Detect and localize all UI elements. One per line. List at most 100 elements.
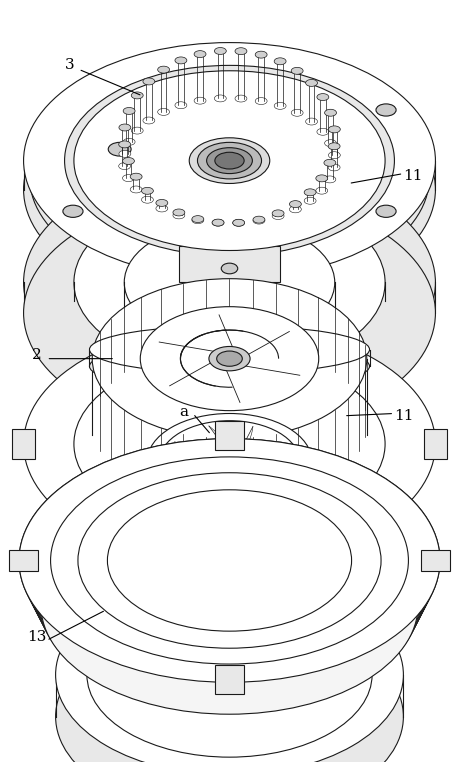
Ellipse shape: [328, 126, 340, 133]
Ellipse shape: [141, 196, 153, 203]
Ellipse shape: [74, 192, 385, 372]
Ellipse shape: [130, 173, 142, 180]
Ellipse shape: [38, 487, 421, 710]
Ellipse shape: [233, 219, 245, 226]
Ellipse shape: [119, 163, 131, 169]
Ellipse shape: [140, 307, 319, 410]
Ellipse shape: [56, 575, 403, 763]
Ellipse shape: [33, 474, 426, 702]
Ellipse shape: [235, 95, 247, 102]
Text: 11: 11: [394, 409, 413, 423]
Ellipse shape: [30, 49, 429, 273]
Ellipse shape: [119, 141, 131, 148]
Ellipse shape: [23, 72, 436, 307]
Ellipse shape: [131, 92, 143, 99]
Bar: [209, 684, 250, 709]
Ellipse shape: [192, 216, 204, 223]
Ellipse shape: [209, 346, 250, 371]
Ellipse shape: [19, 439, 440, 682]
Bar: [179, 246, 280, 282]
Ellipse shape: [217, 454, 242, 469]
Ellipse shape: [19, 439, 440, 682]
Ellipse shape: [317, 94, 329, 101]
Ellipse shape: [31, 469, 428, 700]
Ellipse shape: [317, 128, 329, 135]
Ellipse shape: [39, 491, 420, 712]
Bar: [215, 665, 244, 694]
Ellipse shape: [156, 199, 168, 206]
Ellipse shape: [173, 212, 185, 219]
Ellipse shape: [328, 143, 340, 150]
Ellipse shape: [78, 473, 381, 649]
Ellipse shape: [123, 138, 135, 145]
Ellipse shape: [290, 201, 301, 208]
Ellipse shape: [376, 205, 396, 217]
Ellipse shape: [328, 164, 340, 171]
Ellipse shape: [36, 483, 423, 707]
Ellipse shape: [158, 108, 169, 115]
Ellipse shape: [212, 219, 224, 226]
Ellipse shape: [324, 176, 336, 183]
Ellipse shape: [272, 213, 284, 220]
Ellipse shape: [255, 98, 267, 105]
Ellipse shape: [74, 354, 385, 534]
Ellipse shape: [253, 216, 265, 223]
Bar: [218, 549, 241, 579]
Ellipse shape: [316, 187, 328, 194]
Ellipse shape: [147, 414, 312, 510]
Ellipse shape: [207, 148, 252, 173]
Bar: [421, 550, 450, 571]
Ellipse shape: [29, 465, 430, 697]
Ellipse shape: [221, 263, 238, 274]
Ellipse shape: [221, 307, 238, 318]
Ellipse shape: [221, 457, 238, 466]
Ellipse shape: [119, 150, 131, 157]
Text: 2: 2: [33, 348, 42, 362]
Ellipse shape: [192, 217, 204, 224]
Ellipse shape: [291, 67, 303, 74]
Ellipse shape: [197, 143, 262, 179]
Ellipse shape: [272, 210, 284, 217]
Ellipse shape: [41, 496, 418, 714]
Ellipse shape: [159, 420, 300, 502]
Ellipse shape: [291, 109, 303, 116]
Ellipse shape: [90, 326, 369, 374]
Text: a: a: [179, 405, 188, 419]
Ellipse shape: [21, 443, 438, 684]
Ellipse shape: [92, 355, 367, 515]
Ellipse shape: [56, 616, 403, 763]
Ellipse shape: [92, 278, 367, 439]
Ellipse shape: [130, 186, 142, 193]
Ellipse shape: [214, 95, 226, 102]
Ellipse shape: [23, 324, 436, 564]
Ellipse shape: [90, 343, 369, 390]
Ellipse shape: [26, 456, 433, 692]
Ellipse shape: [123, 175, 134, 182]
Ellipse shape: [124, 290, 335, 412]
Ellipse shape: [194, 50, 206, 57]
Ellipse shape: [328, 152, 340, 159]
Ellipse shape: [74, 71, 385, 250]
Bar: [215, 421, 244, 450]
Ellipse shape: [225, 439, 234, 446]
Ellipse shape: [235, 48, 247, 55]
Bar: [9, 550, 38, 571]
Ellipse shape: [212, 219, 224, 226]
Ellipse shape: [306, 118, 318, 125]
Text: 3: 3: [65, 59, 74, 72]
Ellipse shape: [175, 57, 187, 64]
Ellipse shape: [23, 43, 436, 278]
Ellipse shape: [290, 206, 301, 213]
Ellipse shape: [143, 117, 155, 124]
Ellipse shape: [123, 108, 135, 114]
Ellipse shape: [124, 221, 335, 343]
Ellipse shape: [173, 209, 185, 216]
Ellipse shape: [141, 188, 153, 195]
Ellipse shape: [158, 66, 169, 73]
Ellipse shape: [233, 220, 245, 227]
Ellipse shape: [324, 159, 336, 166]
Ellipse shape: [143, 78, 155, 85]
Ellipse shape: [175, 101, 187, 108]
Ellipse shape: [156, 205, 168, 212]
Ellipse shape: [108, 143, 131, 156]
